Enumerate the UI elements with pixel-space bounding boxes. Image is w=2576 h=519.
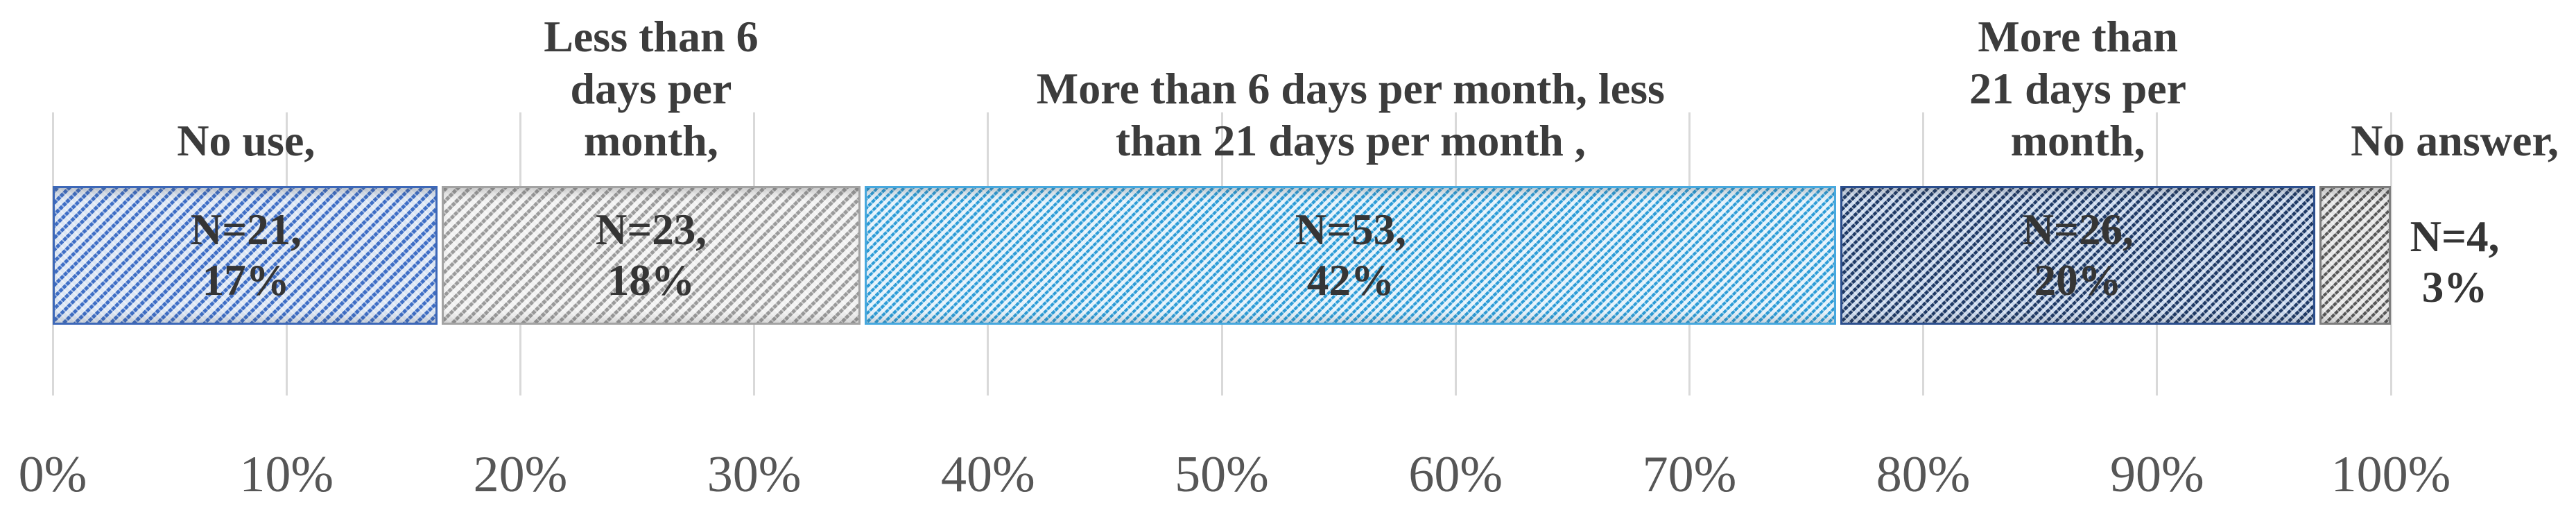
value-label-line: N=21, — [190, 205, 302, 254]
value-label-line: N=53, — [1295, 205, 1406, 254]
segment-value-label-0: N=21, 17% — [191, 205, 302, 306]
category-label-line: than 21 days per month , — [1115, 116, 1586, 165]
x-axis-tick-label: 50% — [1175, 446, 1269, 503]
segment-category-label-4: No answer, — [2351, 114, 2559, 167]
value-label-line: 42% — [1306, 256, 1394, 305]
x-axis-tick-label: 90% — [2109, 446, 2204, 503]
x-axis-tick-label: 80% — [1876, 446, 1971, 503]
x-axis-tick-label: 60% — [1408, 446, 1503, 503]
gridline-100 — [2389, 112, 2392, 395]
value-label-line: N=23, — [595, 205, 707, 254]
x-axis-tick-label: 30% — [707, 446, 802, 503]
value-label-line: 17% — [202, 256, 290, 305]
category-label-line: 21 days per — [1969, 64, 2187, 113]
category-label-line: days per — [570, 64, 732, 113]
segment-category-label-3: More than 21 days per month, — [1969, 10, 2186, 167]
bar-segment-0 — [53, 186, 438, 325]
value-label-line: 20% — [2034, 256, 2122, 305]
category-label-line: month, — [2010, 116, 2145, 165]
segment-category-label-1: Less than 6 days per month, — [544, 10, 758, 167]
value-label-line: N=26, — [2022, 205, 2134, 254]
value-label-line: 3% — [2421, 263, 2488, 312]
segment-category-label-0: No use, — [177, 114, 315, 167]
segment-value-label-1: N=23, 18% — [596, 205, 707, 306]
segment-category-label-2: More than 6 days per month, less than 21 … — [1037, 62, 1665, 167]
category-label-line: More than 6 days per month, less — [1036, 64, 1665, 113]
category-label-line: No use, — [177, 116, 315, 165]
value-label-line: 18% — [607, 256, 695, 305]
bar-segment-2 — [865, 186, 1837, 325]
x-axis-tick-label: 40% — [940, 446, 1035, 503]
segment-value-label-4: N=4, 3% — [2410, 212, 2500, 313]
segment-value-label-3: N=26, 20% — [2023, 205, 2134, 306]
value-label-line: N=4, — [2410, 212, 2500, 261]
bar-segment-3 — [1840, 186, 2315, 325]
category-label-line: More than — [1978, 12, 2178, 61]
segment-value-label-2: N=53, 42% — [1295, 205, 1406, 306]
category-label-line: No answer, — [2351, 116, 2559, 165]
bar-segment-1 — [441, 186, 861, 325]
x-axis-tick-label: 20% — [473, 446, 568, 503]
x-axis-tick-label: 70% — [1642, 446, 1737, 503]
x-axis-tick-label: 100% — [2331, 446, 2451, 503]
x-axis-tick-label: 0% — [18, 446, 87, 503]
x-axis-tick-label: 10% — [239, 446, 334, 503]
category-label-line: Less than 6 — [544, 12, 759, 61]
category-label-line: month, — [584, 116, 718, 165]
bar-segment-4 — [2319, 186, 2391, 325]
